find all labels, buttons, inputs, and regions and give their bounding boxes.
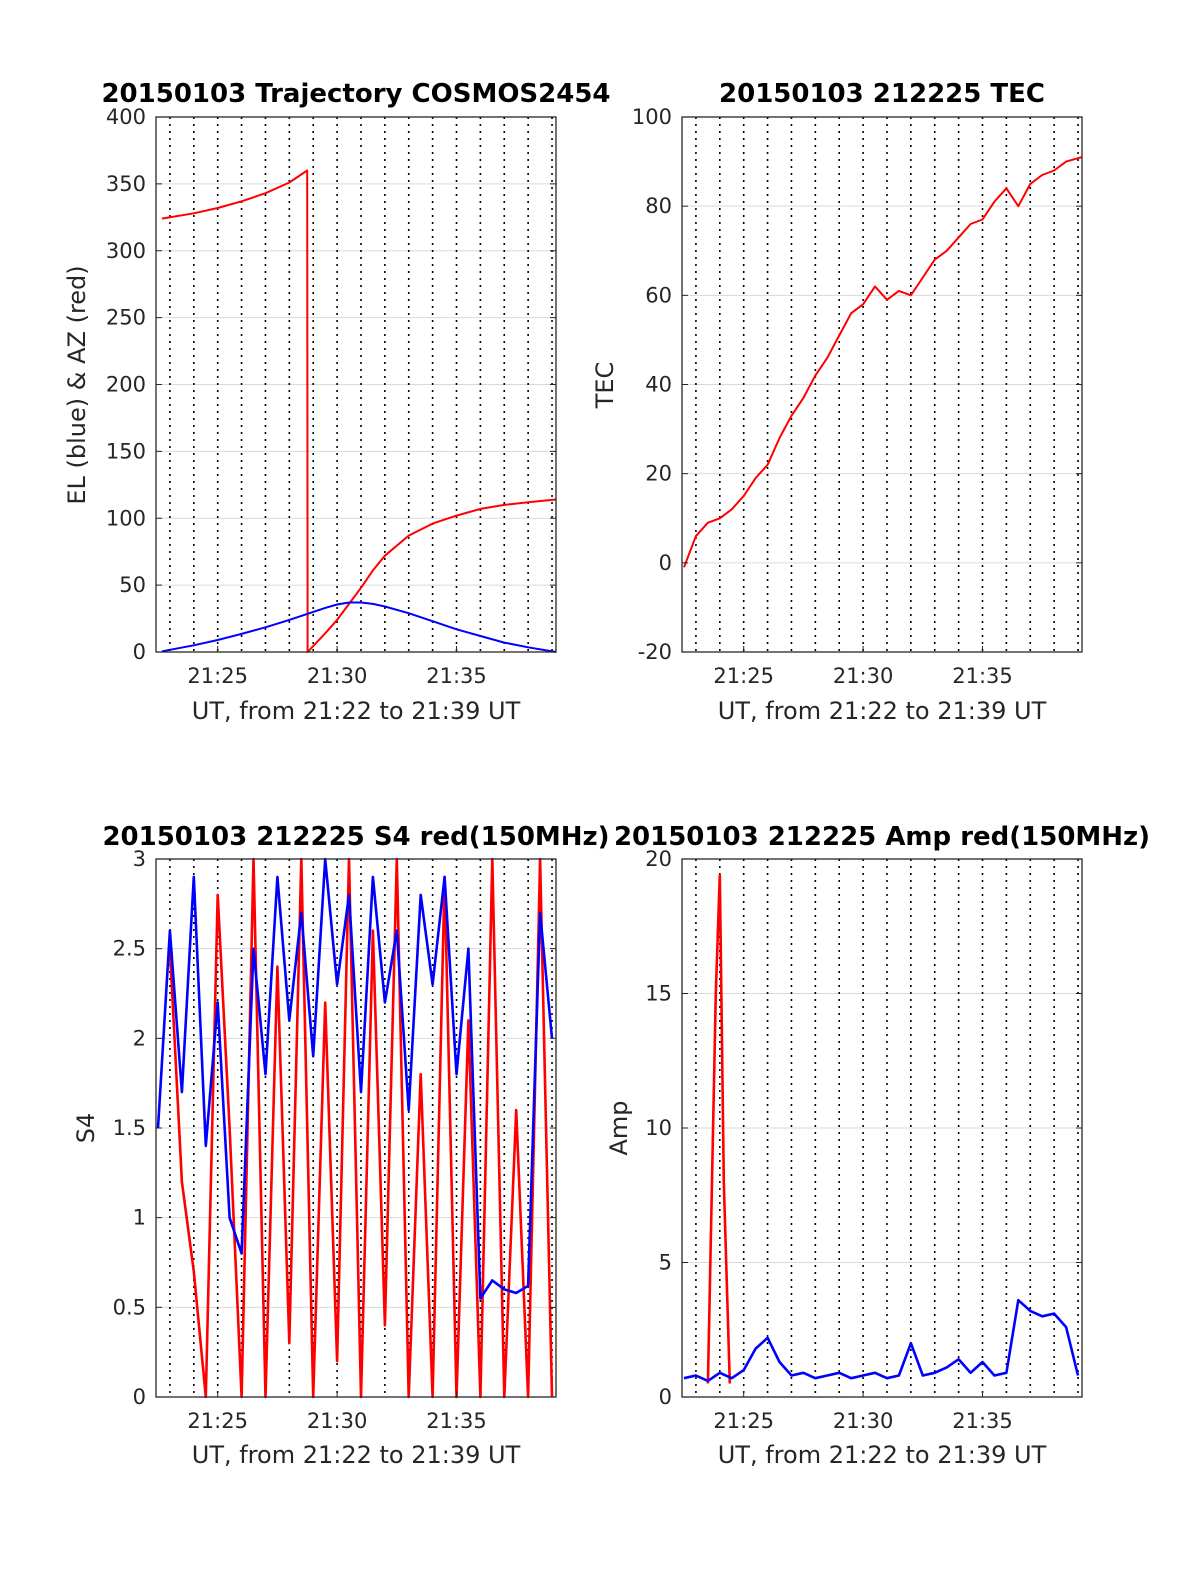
amp-xtick-label: 21:30 <box>833 1409 894 1433</box>
trajectory-xtick-label: 21:25 <box>187 664 248 688</box>
amp-title: 20150103 212225 Amp red(150MHz) <box>614 822 1150 852</box>
s4-xtick-label: 21:25 <box>187 1409 248 1433</box>
tec-subplot: 20150103 212225 TEC UT, from 21:22 to 21… <box>591 79 1083 725</box>
s4-xlabel: UT, from 21:22 to 21:39 UT <box>192 1441 521 1469</box>
trajectory-ytick-label: 150 <box>106 439 146 463</box>
trajectory-xlabel: UT, from 21:22 to 21:39 UT <box>192 697 521 725</box>
amp-grid <box>682 858 1082 1398</box>
trajectory-ylabel: EL (blue) & AZ (red) <box>63 265 91 504</box>
tec-xlabel: UT, from 21:22 to 21:39 UT <box>718 697 1047 725</box>
tec-xtick-label: 21:25 <box>713 664 774 688</box>
amp-ytick-label: 5 <box>659 1251 672 1275</box>
tec-ytick-label: -20 <box>638 640 672 664</box>
s4-ytick-label: 1 <box>133 1206 146 1230</box>
amp-axes: 0 5 10 15 20 21:25 21:30 21:35 <box>645 847 1083 1433</box>
amp-xtick-label: 21:25 <box>713 1409 774 1433</box>
amp-ytick-label: 20 <box>645 847 672 871</box>
s4-xtick-label: 21:35 <box>426 1409 487 1433</box>
s4-ylabel: S4 <box>72 1113 100 1144</box>
tec-ytick-label: 100 <box>632 105 672 129</box>
amp-ytick-label: 0 <box>659 1385 672 1409</box>
amp-subplot: 20150103 212225 Amp red(150MHz) UT, from… <box>605 822 1150 1469</box>
tec-ytick-label: 0 <box>659 551 672 575</box>
s4-ytick-label: 3 <box>133 847 146 871</box>
trajectory-ytick-label: 50 <box>119 573 146 597</box>
tec-red-series-line <box>683 156 1083 568</box>
trajectory-ytick-label: 250 <box>106 306 146 330</box>
s4-ytick-label: 2 <box>133 1026 146 1050</box>
amp-ytick-label: 15 <box>645 982 672 1006</box>
amp-ylabel: Amp <box>605 1100 633 1155</box>
tec-series-group <box>683 156 1083 568</box>
amp-red-series-line <box>706 873 732 1384</box>
trajectory-xtick-label: 21:30 <box>307 664 368 688</box>
s4-subplot: 20150103 212225 S4 red(150MHz) UT, from … <box>72 822 610 1469</box>
tec-xtick-label: 21:30 <box>833 664 894 688</box>
s4-title: 20150103 212225 S4 red(150MHz) <box>102 822 609 852</box>
trajectory-ytick-label: 100 <box>106 506 146 530</box>
tec-axes: -20 0 20 40 60 80 100 21:25 21:30 21:35 <box>632 105 1083 688</box>
tec-ytick-label: 20 <box>645 462 672 486</box>
trajectory-ytick-label: 350 <box>106 172 146 196</box>
trajectory-axes: 0 50 100 150 200 250 300 350 400 21:25 21:30 21:35 <box>106 105 557 688</box>
trajectory-grid <box>156 116 556 653</box>
trajectory-ytick-label: 400 <box>106 105 146 129</box>
trajectory-xtick-label: 21:35 <box>426 664 487 688</box>
amp-xlabel: UT, from 21:22 to 21:39 UT <box>718 1441 1047 1469</box>
trajectory-ytick-label: 0 <box>133 640 146 664</box>
trajectory-ytick-label: 200 <box>106 373 146 397</box>
amp-series-group <box>683 873 1080 1384</box>
tec-title: 20150103 212225 TEC <box>719 79 1045 109</box>
trajectory-blue-series-line <box>161 601 557 653</box>
s4-xtick-label: 21:30 <box>307 1409 368 1433</box>
s4-ytick-label: 1.5 <box>113 1116 146 1140</box>
tec-ytick-label: 40 <box>645 373 672 397</box>
tec-ytick-label: 80 <box>645 194 672 218</box>
trajectory-series-group <box>161 169 557 653</box>
tec-ytick-label: 60 <box>645 283 672 307</box>
trajectory-axes-frame <box>155 116 557 653</box>
amp-xtick-label: 21:35 <box>952 1409 1013 1433</box>
trajectory-red-series-line <box>161 169 557 653</box>
trajectory-title: 20150103 Trajectory COSMOS2454 <box>101 79 610 109</box>
s4-blue-series-line <box>156 857 554 1300</box>
amp-ytick-label: 10 <box>645 1116 672 1140</box>
tec-xtick-label: 21:35 <box>952 664 1013 688</box>
s4-ytick-label: 0 <box>133 1385 146 1409</box>
s4-ytick-label: 0.5 <box>113 1295 146 1319</box>
amp-blue-series-line <box>683 1298 1080 1383</box>
tec-axes-frame <box>681 116 1083 653</box>
trajectory-ytick-label: 300 <box>106 239 146 263</box>
s4-axes-frame <box>155 858 557 1398</box>
amp-axes-frame <box>681 858 1083 1398</box>
s4-ytick-label: 2.5 <box>113 937 146 961</box>
trajectory-subplot: 20150103 Trajectory COSMOS2454 UT, from … <box>63 79 611 725</box>
tec-ylabel: TEC <box>591 362 619 410</box>
s4-axes: 0 0.5 1 1.5 2 2.5 3 21:25 21:30 21:35 <box>113 847 557 1433</box>
